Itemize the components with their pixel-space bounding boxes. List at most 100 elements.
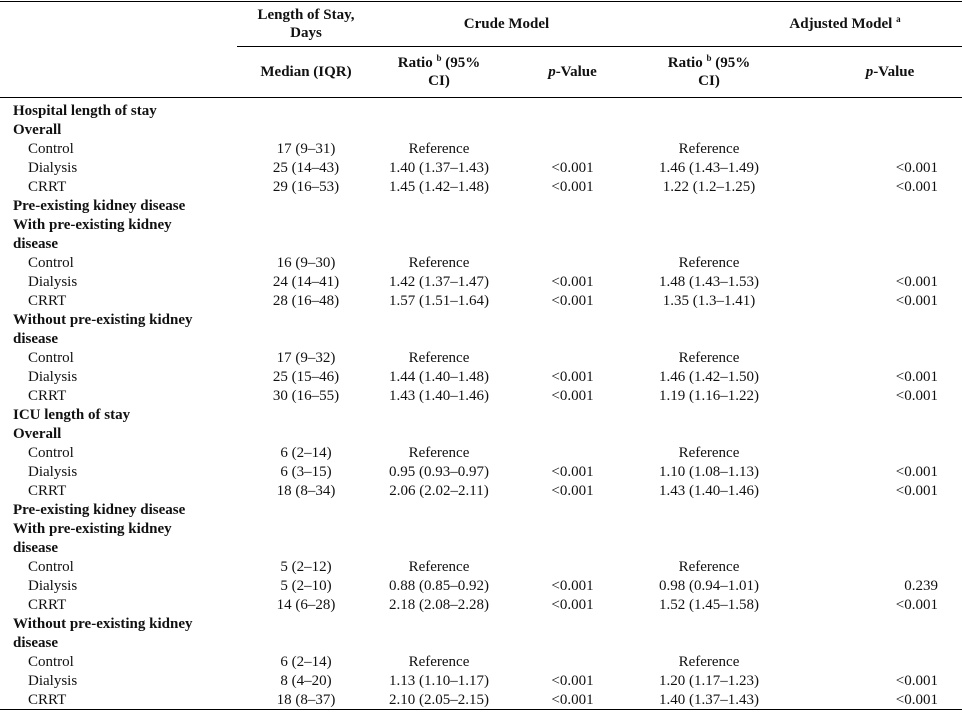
adjusted-p-value-cell: <0.001 — [895, 369, 938, 385]
table-row: Pre-existing kidney disease — [0, 197, 962, 216]
row-label: Control — [28, 141, 74, 157]
crude-ratio-cell: 0.95 (0.93–0.97) — [389, 464, 489, 480]
adjusted-p-value-cell: <0.001 — [895, 160, 938, 176]
crude-p-value-cell: <0.001 — [551, 464, 594, 480]
table-row: Control 17 (9–31) Reference Reference — [0, 140, 962, 159]
adjusted-p-value-cell — [812, 349, 938, 368]
median-iqr-cell: 17 (9–32) — [276, 350, 336, 366]
median-iqr-cell: 18 (8–37) — [276, 692, 336, 708]
median-iqr-cell: 5 (2–12) — [280, 559, 332, 575]
crude-p-value-cell: <0.001 — [551, 160, 594, 176]
crude-ratio-cell: Reference — [408, 141, 470, 157]
median-iqr-header: Median (IQR) — [260, 64, 352, 80]
row-label: Dialysis — [28, 160, 78, 176]
row-label: CRRT — [28, 388, 67, 404]
crude-p-value-cell — [505, 653, 640, 672]
row-label: Overall — [13, 122, 62, 138]
row-label: disease — [13, 236, 58, 252]
crude-p-value-cell — [505, 444, 640, 463]
median-iqr-cell: 25 (14–43) — [272, 160, 340, 176]
crude-p-value-cell: <0.001 — [551, 578, 594, 594]
adjusted-footnote-marker: a — [896, 14, 901, 24]
crude-p-value-cell — [505, 349, 640, 368]
adjusted-ratio-cell: 1.20 (1.17–1.23) — [659, 673, 759, 689]
row-label: Dialysis — [28, 673, 78, 689]
median-iqr-cell: 30 (16–55) — [272, 388, 340, 404]
crude-ratio-cell: 2.10 (2.05–2.15) — [389, 692, 489, 708]
adjusted-p-value-cell: <0.001 — [895, 464, 938, 480]
table-row: Pre-existing kidney disease — [0, 501, 962, 520]
crude-ratio-cell: Reference — [408, 350, 470, 366]
row-label: Control — [28, 445, 74, 461]
adjusted-p-value-header: p-Value — [865, 64, 915, 80]
crude-ratio-header: Ratio b (95% CI) — [397, 53, 481, 90]
row-label: Control — [28, 654, 74, 670]
adjusted-ratio-cell: 1.48 (1.43–1.53) — [659, 274, 759, 290]
crude-ratio-cell: 2.06 (2.02–2.11) — [389, 483, 489, 499]
crude-p-value-cell: <0.001 — [551, 179, 594, 195]
los-header-line2: Days — [290, 25, 322, 41]
crude-ratio-cell: Reference — [408, 445, 470, 461]
row-label: CRRT — [28, 179, 67, 195]
crude-p-value-cell: <0.001 — [551, 673, 594, 689]
row-label: CRRT — [28, 483, 67, 499]
adjusted-ratio-header: Ratio b (95% CI) — [667, 53, 751, 90]
table-row: Without pre-existing kidney — [0, 615, 962, 634]
table-row: Dialysis 25 (15–46) 1.44 (1.40–1.48) <0.001… — [0, 368, 962, 387]
crude-ratio-cell: 1.45 (1.42–1.48) — [389, 179, 489, 195]
adjusted-p-value-cell: <0.001 — [895, 274, 938, 290]
row-label: Without pre-existing kidney — [13, 616, 193, 632]
row-label: With pre-existing kidney — [13, 217, 172, 233]
adjusted-ratio-cell: 1.46 (1.42–1.50) — [659, 369, 759, 385]
los-header-line1: Length of Stay, — [257, 7, 355, 23]
median-iqr-cell: 5 (2–10) — [280, 578, 332, 594]
table-row: CRRT 18 (8–34) 2.06 (2.02–2.11) <0.001 1.43 … — [0, 482, 962, 501]
row-label: Overall — [13, 426, 62, 442]
adjusted-p-value-cell — [812, 558, 938, 577]
table-row: Dialysis 5 (2–10) 0.88 (0.85–0.92) <0.001 0.… — [0, 577, 962, 596]
los-header: Length of Stay, Days — [239, 6, 373, 42]
table-row: Dialysis 6 (3–15) 0.95 (0.93–0.97) <0.001 1.… — [0, 463, 962, 482]
crude-ratio-cell: Reference — [408, 654, 470, 670]
table-row: CRRT 30 (16–55) 1.43 (1.40–1.46) <0.001 1.19… — [0, 387, 962, 406]
table-row: Dialysis 8 (4–20) 1.13 (1.10–1.17) <0.001 1.… — [0, 672, 962, 691]
crude-p-value-cell — [505, 254, 640, 273]
adjusted-ratio-cell: 1.35 (1.3–1.41) — [662, 293, 756, 309]
table-row: CRRT 28 (16–48) 1.57 (1.51–1.64) <0.001 1.35… — [0, 292, 962, 311]
table-row: CRRT 18 (8–37) 2.10 (2.05–2.15) <0.001 1.40 … — [0, 691, 962, 710]
median-iqr-cell: 28 (16–48) — [272, 293, 340, 309]
adjusted-ratio-cell: 1.10 (1.08–1.13) — [659, 464, 759, 480]
adjusted-p-value-cell: <0.001 — [895, 597, 938, 613]
table-row: CRRT 14 (6–28) 2.18 (2.08–2.28) <0.001 1.52 … — [0, 596, 962, 615]
table-bottom-rule — [0, 709, 962, 710]
adjusted-ratio-cell: Reference — [678, 445, 740, 461]
row-label: Control — [28, 350, 74, 366]
adjusted-p-value-cell: <0.001 — [895, 692, 938, 708]
table-row: Control 17 (9–32) Reference Reference — [0, 349, 962, 368]
median-iqr-cell: 18 (8–34) — [276, 483, 336, 499]
table-row: With pre-existing kidney — [0, 216, 962, 235]
median-iqr-cell: 16 (9–30) — [276, 255, 336, 271]
crude-ratio-cell: 1.40 (1.37–1.43) — [389, 160, 489, 176]
adjusted-ratio-cell: 1.19 (1.16–1.22) — [659, 388, 759, 404]
adjusted-p-value-cell — [812, 140, 938, 159]
row-label: disease — [13, 635, 58, 651]
median-iqr-cell: 25 (15–46) — [272, 369, 340, 385]
crude-p-value-header: p-Value — [548, 64, 597, 80]
adjusted-ratio-cell: Reference — [678, 141, 740, 157]
adjusted-p-value-cell — [812, 653, 938, 672]
row-label: disease — [13, 331, 58, 347]
crude-ratio-cell: 1.43 (1.40–1.46) — [389, 388, 489, 404]
adjusted-p-value-cell: <0.001 — [895, 179, 938, 195]
median-iqr-cell: 6 (2–14) — [280, 445, 332, 461]
row-label: disease — [13, 540, 58, 556]
adjusted-p-value-cell: <0.001 — [895, 483, 938, 499]
adjusted-p-value-cell: <0.001 — [895, 388, 938, 404]
table-row: Overall — [0, 425, 962, 444]
row-label: Dialysis — [28, 369, 78, 385]
adjusted-ratio-cell: Reference — [678, 654, 740, 670]
adjusted-ratio-cell: 0.98 (0.94–1.01) — [659, 578, 759, 594]
crude-p-value-cell: <0.001 — [551, 483, 594, 499]
row-label: Pre-existing kidney disease — [13, 198, 186, 214]
crude-ratio-cell: 0.88 (0.85–0.92) — [389, 578, 489, 594]
